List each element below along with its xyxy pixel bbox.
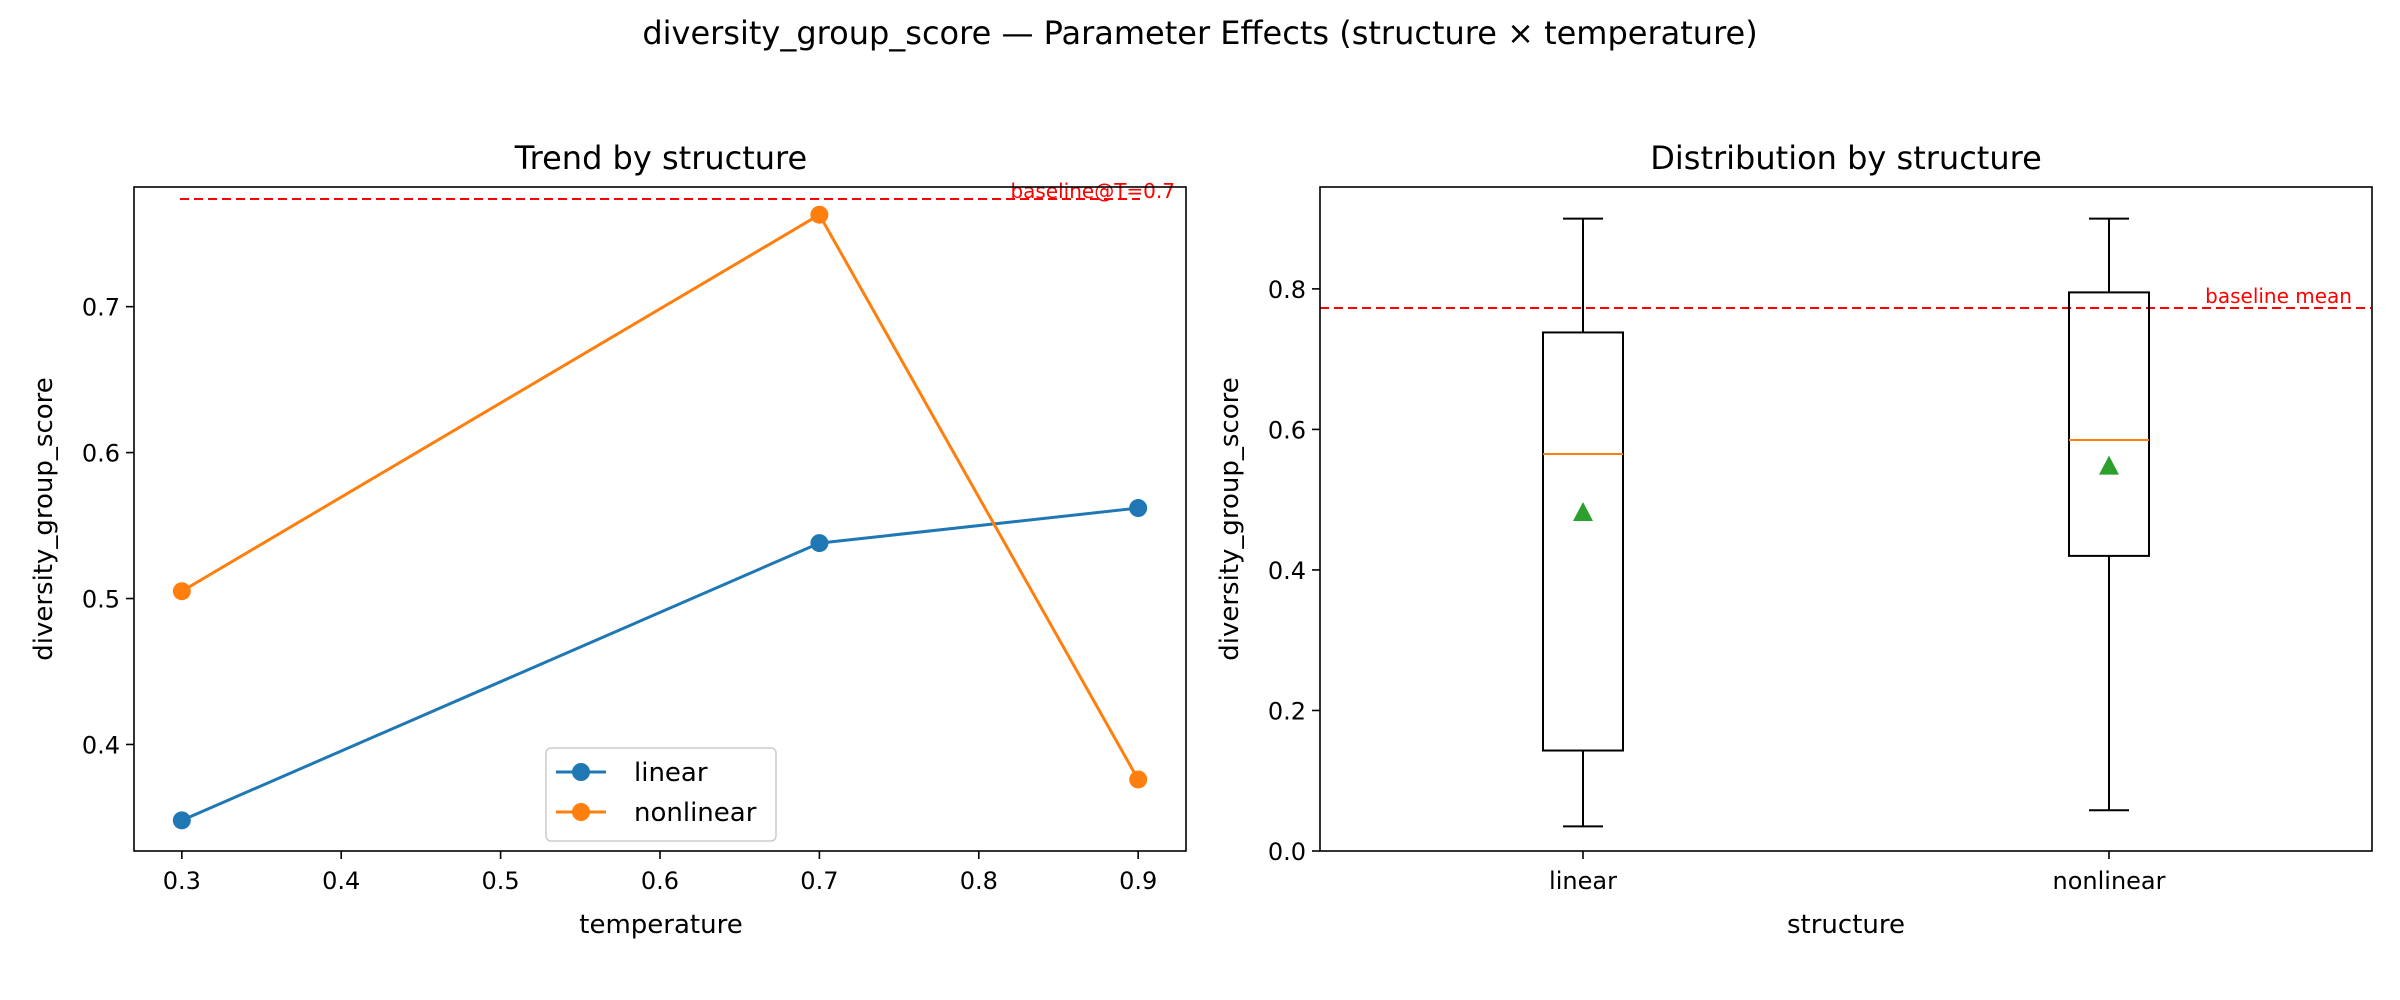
box-nonlinear-mean-marker	[2099, 455, 2119, 475]
distribution-title: Distribution by structure	[1650, 139, 2042, 177]
distribution-ytick-label: 0.0	[1268, 838, 1306, 866]
box-linear-iqr	[1542, 331, 1624, 752]
trend-xtick-label: 0.9	[1119, 867, 1157, 895]
trend-xlabel: temperature	[579, 910, 742, 940]
legend-linear-marker	[572, 763, 590, 781]
distribution-axes-frame	[1319, 186, 2373, 852]
box-linear-mean-marker	[1573, 502, 1593, 522]
trend-title: Trend by structure	[514, 139, 807, 177]
box-linear	[1542, 217, 1624, 828]
trend-ytick-label: 0.5	[82, 586, 120, 614]
legend-nonlinear-label: nonlinear	[634, 798, 757, 828]
distribution-xtick-label: nonlinear	[2053, 867, 2166, 895]
distribution-ylabel: diversity_group_score	[1215, 377, 1245, 661]
trend-ticks: 0.3 0.4 0.5 0.6 0.7 0.8 0.9 0.4 0.5 0.6 0.7	[82, 294, 1157, 895]
series-linear-point	[172, 811, 191, 830]
trend-panel: Trend by structure 0.3 0.4 0.5 0.6 0.7 0.8 0.9…	[29, 139, 1187, 940]
distribution-baseline-label: baseline mean	[2205, 284, 2352, 308]
legend-nonlinear-marker	[572, 803, 590, 821]
trend-ytick-label: 0.6	[82, 440, 120, 468]
trend-ytick-label: 0.7	[82, 294, 120, 322]
trend-xtick-label: 0.3	[163, 867, 201, 895]
trend-xtick-label: 0.6	[641, 867, 679, 895]
series-linear-point	[810, 534, 829, 553]
trend-xtick-label: 0.4	[322, 867, 360, 895]
series-linear-point	[1129, 499, 1148, 518]
trend-xtick-label: 0.7	[800, 867, 838, 895]
distribution-panel: Distribution by structure 0.00.20.40.60.…	[1215, 139, 2373, 940]
trend-ylabel: diversity_group_score	[29, 377, 59, 661]
box-nonlinear-iqr	[2068, 291, 2150, 557]
distribution-boxes	[1542, 217, 2150, 828]
distribution-ytick-label: 0.2	[1268, 697, 1306, 725]
trend-legend: linear nonlinear	[545, 747, 777, 842]
distribution-ytick-label: 0.6	[1268, 416, 1306, 444]
distribution-ticks: 0.0 0.2 0.4 0.6 0.8 linear nonlinear	[1268, 276, 2166, 895]
distribution-xtick-label: linear	[1549, 867, 1617, 895]
legend-linear-label: linear	[634, 758, 708, 788]
trend-xtick-label: 0.8	[960, 867, 998, 895]
trend-axes-frame	[133, 186, 1187, 852]
series-nonlinear-point	[1129, 770, 1148, 789]
trend-ytick-label: 0.4	[82, 731, 120, 759]
series-nonlinear-point	[172, 582, 191, 601]
trend-series	[172, 205, 1148, 830]
distribution-ytick-label: 0.4	[1268, 557, 1306, 585]
figure-title: diversity_group_score — Parameter Effect…	[642, 14, 1757, 52]
distribution-ytick-label: 0.8	[1268, 276, 1306, 304]
distribution-xlabel: structure	[1787, 910, 1905, 940]
trend-baseline-label: baseline@T=0.7	[1010, 179, 1175, 203]
series-nonlinear-point	[810, 205, 829, 224]
box-nonlinear	[2068, 217, 2150, 812]
trend-xtick-label: 0.5	[482, 867, 520, 895]
